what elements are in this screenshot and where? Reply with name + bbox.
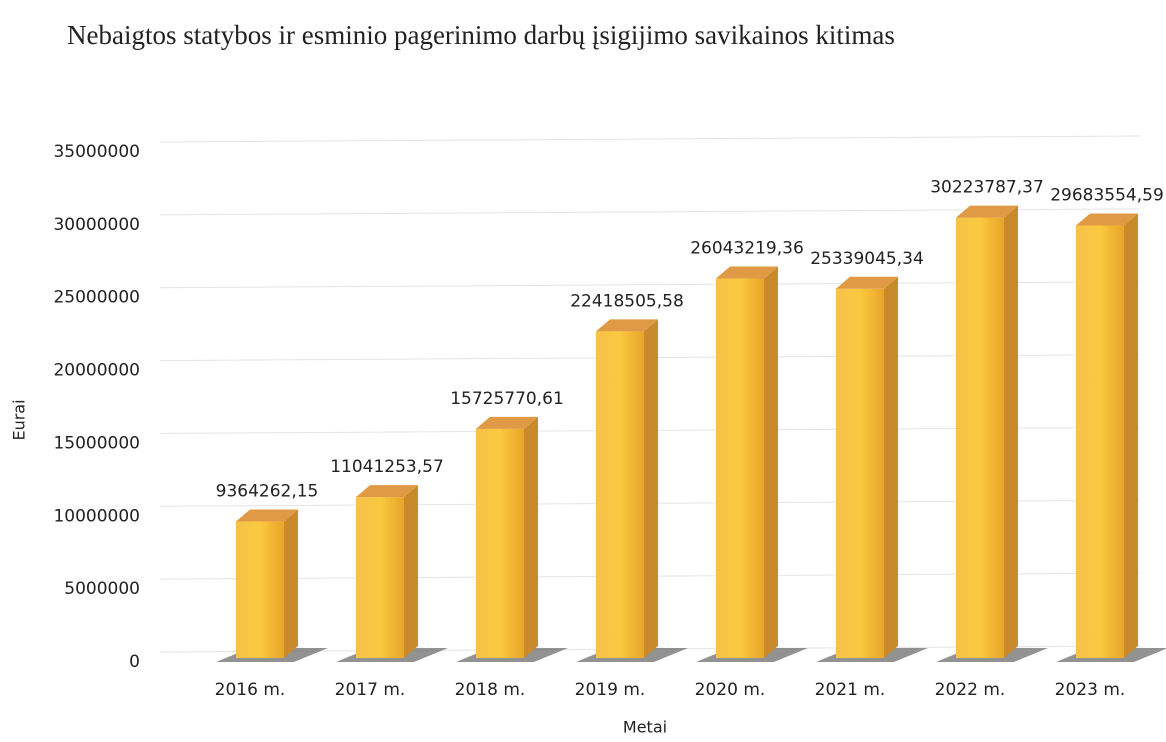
- bar-top: [956, 205, 1018, 218]
- y-tick-label: 10000000: [53, 506, 140, 526]
- x-tick-label: 2022 m.: [935, 680, 1006, 700]
- y-tick-label: 0: [129, 652, 140, 672]
- bar: [356, 497, 404, 658]
- x-tick-label: 2021 m.: [815, 680, 886, 700]
- value-label: 29683554,59: [1050, 185, 1164, 205]
- value-label: 30223787,37: [930, 178, 1044, 198]
- value-label: 22418505,58: [570, 291, 684, 311]
- x-tick-label: 2023 m.: [1055, 680, 1126, 700]
- value-label: 9364262,15: [216, 482, 319, 502]
- x-tick-label: 2017 m.: [335, 680, 406, 700]
- y-tick-label: 5000000: [64, 579, 140, 599]
- bar-side: [1124, 213, 1138, 658]
- x-tick-label: 2016 m.: [215, 680, 286, 700]
- bar: [956, 217, 1004, 658]
- x-tick-label: 2020 m.: [695, 680, 766, 700]
- x-tick-label: 2018 m.: [455, 680, 526, 700]
- y-tick-label: 20000000: [53, 361, 140, 381]
- bar: [476, 428, 524, 658]
- bar: [716, 278, 764, 658]
- bar-top: [596, 319, 658, 332]
- value-label: 26043219,36: [690, 239, 804, 259]
- bar: [1076, 225, 1124, 658]
- bar-side: [1004, 205, 1018, 658]
- bar-side: [404, 485, 418, 658]
- bar-side: [524, 416, 538, 658]
- y-axis-label: Eurai: [10, 399, 29, 440]
- bar-top: [1076, 213, 1138, 226]
- value-label: 11041253,57: [330, 457, 444, 477]
- y-tick-label: 15000000: [53, 433, 140, 453]
- y-tick-label: 25000000: [53, 288, 140, 308]
- x-tick-label: 2019 m.: [575, 680, 646, 700]
- bar-top: [476, 416, 538, 429]
- bar-top: [716, 266, 778, 279]
- bar-top: [836, 276, 898, 289]
- bar-side: [284, 509, 298, 658]
- value-label: 25339045,34: [810, 249, 924, 269]
- bar: [596, 331, 644, 658]
- x-axis-label: Metai: [623, 718, 667, 737]
- bar-side: [764, 266, 778, 658]
- y-tick-label: 30000000: [53, 215, 140, 235]
- grid-line: [159, 135, 1141, 143]
- y-tick-label: 35000000: [53, 142, 140, 162]
- bar-side: [884, 276, 898, 658]
- bar-top: [236, 509, 298, 522]
- bar-side: [644, 319, 658, 658]
- bar-top: [356, 485, 418, 498]
- value-label: 15725770,61: [450, 389, 564, 409]
- chart-title: Nebaigtos statybos ir esminio pagerinimo…: [67, 20, 895, 50]
- bar: [236, 521, 284, 658]
- bar: [836, 288, 884, 658]
